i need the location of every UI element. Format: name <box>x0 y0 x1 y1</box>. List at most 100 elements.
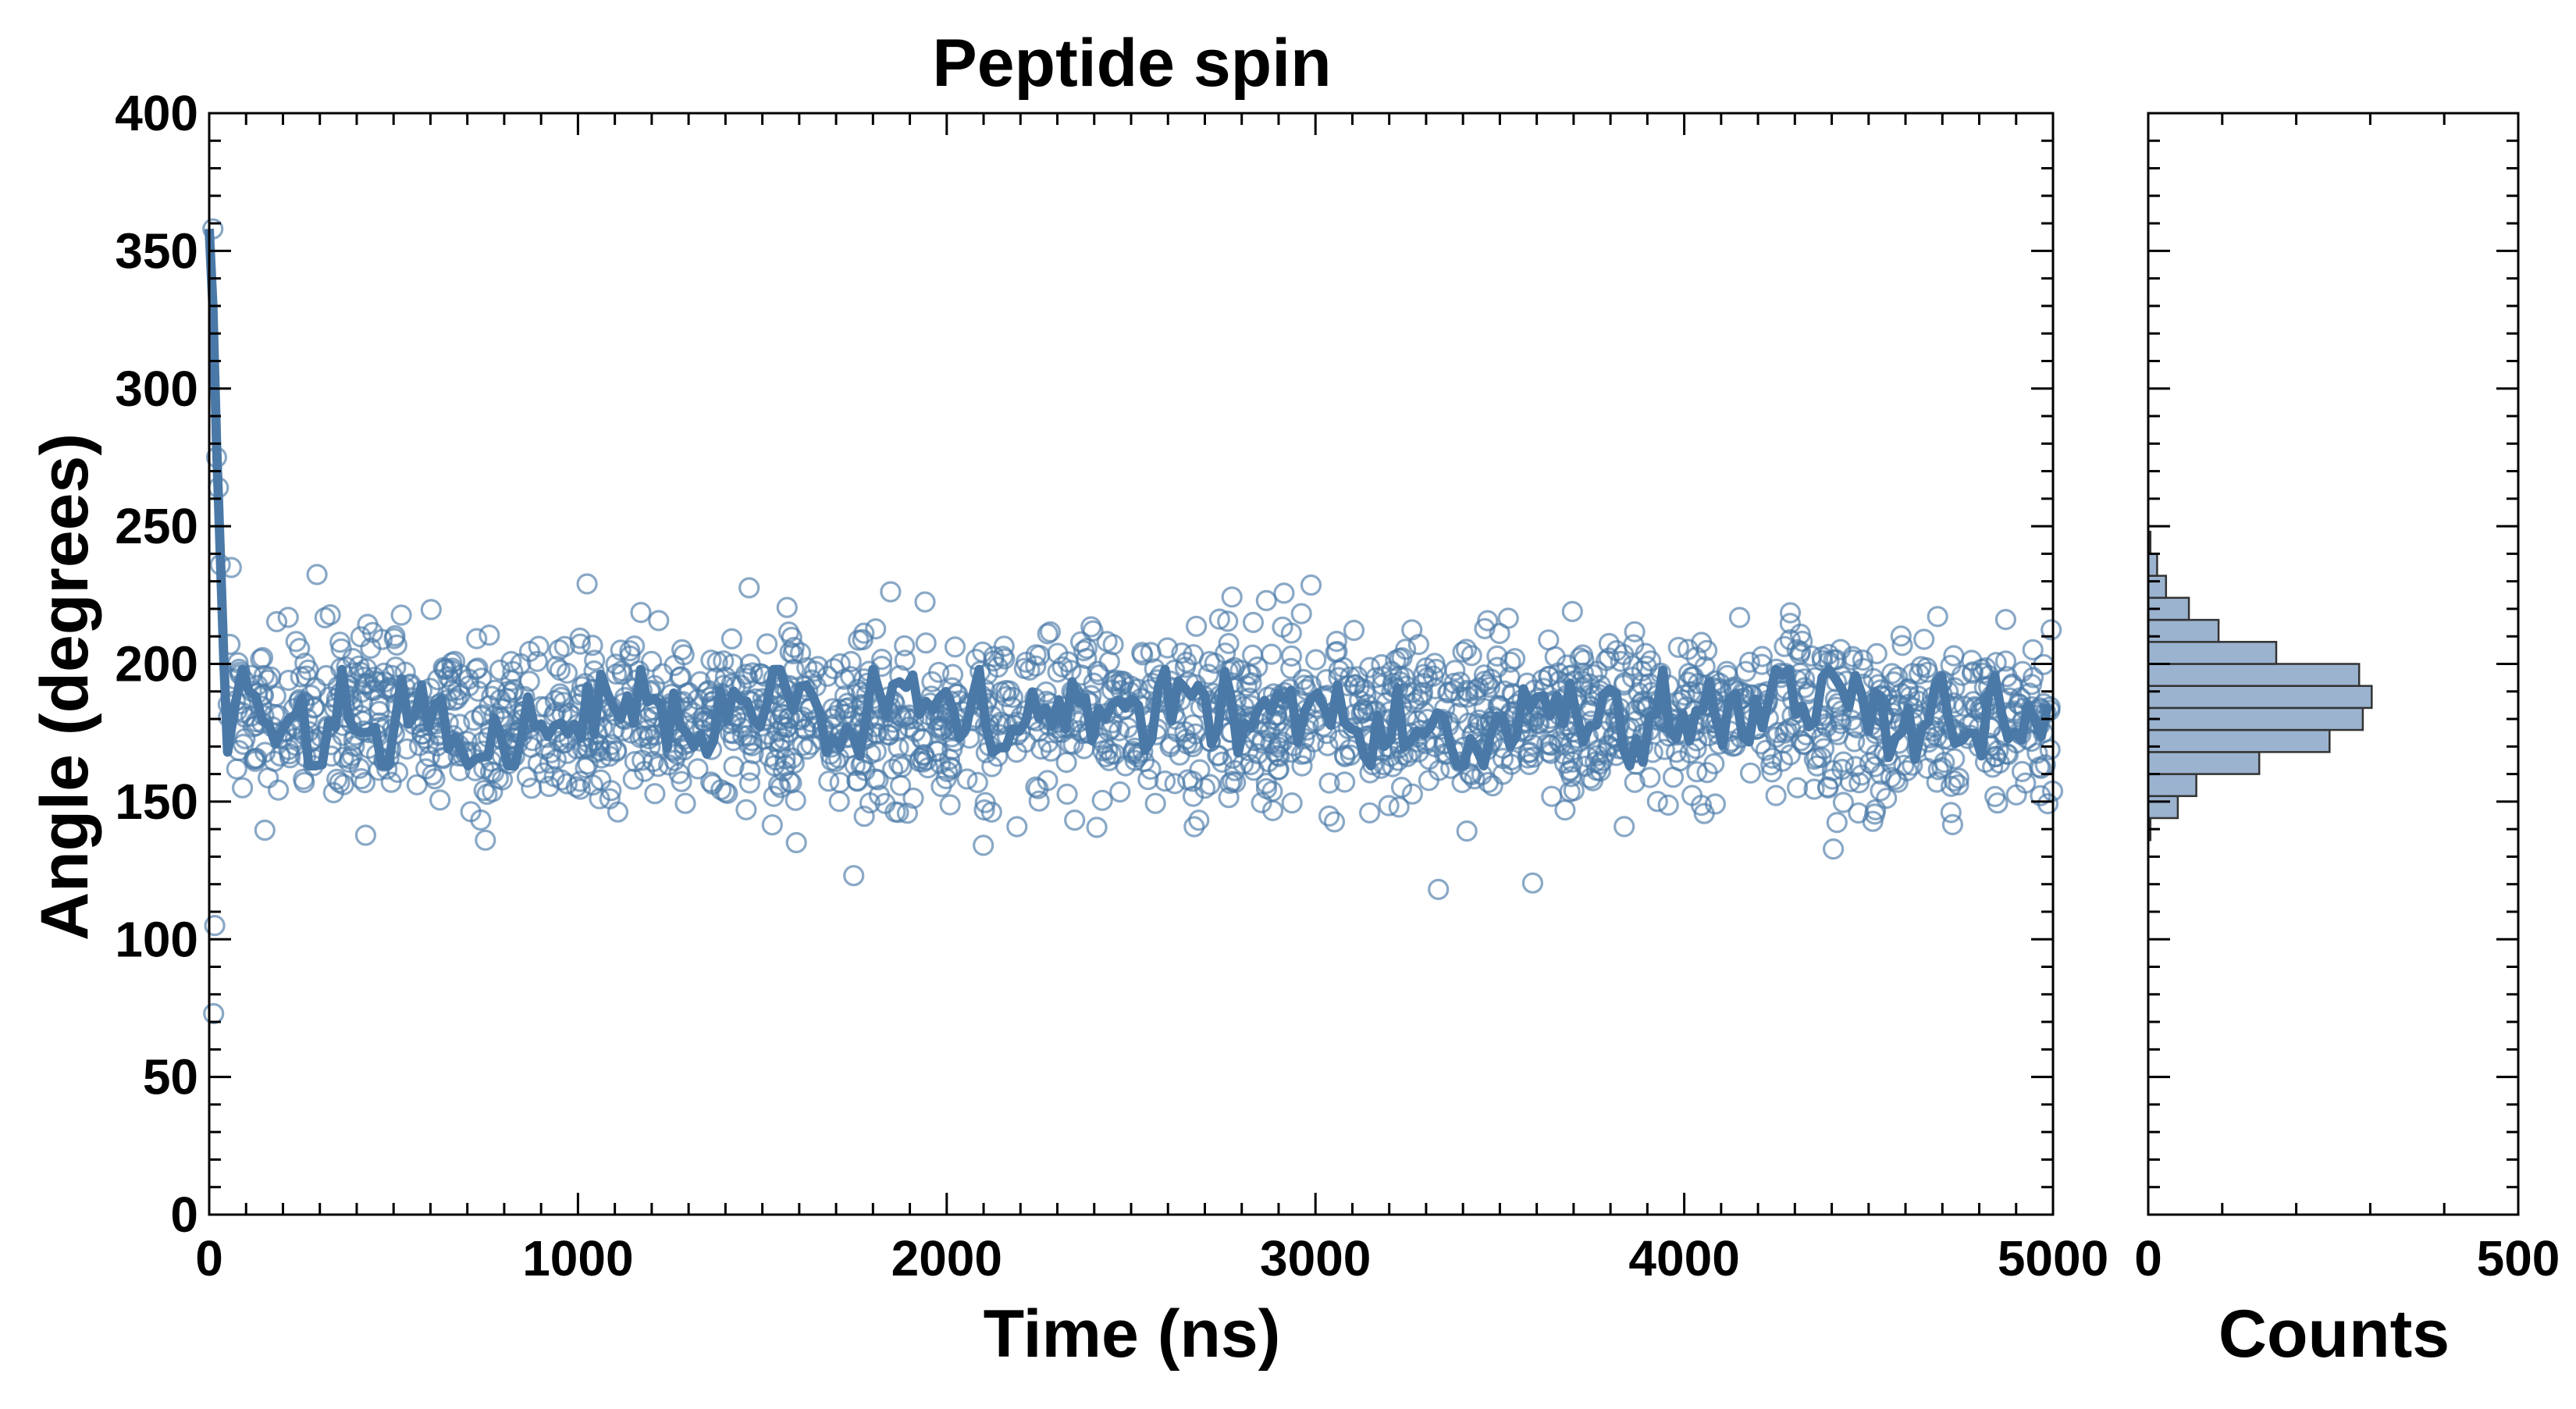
scatter-point <box>254 819 276 841</box>
scatter-point <box>738 772 761 794</box>
scatter-point <box>792 735 813 756</box>
scatter-point <box>1102 634 1124 656</box>
scatter-point <box>829 653 851 675</box>
scatter-point <box>268 779 290 801</box>
scatter-point <box>1025 776 1047 798</box>
scatter-point <box>569 627 591 649</box>
scatter-point <box>735 799 757 820</box>
scatter-point <box>1407 633 1430 656</box>
histogram-bar <box>2147 795 2179 820</box>
scatter-point <box>278 669 300 692</box>
scatter-point <box>843 865 865 887</box>
scatter-point <box>1690 794 1713 817</box>
scatter-point <box>1497 607 1519 629</box>
scatter-point <box>1696 639 1718 661</box>
histogram-bar <box>2147 663 2361 687</box>
scatter-point <box>894 635 916 656</box>
scatter-point <box>447 679 469 701</box>
scatter-point <box>632 725 654 747</box>
histogram-bar <box>2147 685 2373 710</box>
scatter-point <box>373 662 395 684</box>
scatter-point <box>1561 600 1583 623</box>
scatter-point <box>722 653 744 675</box>
scatter-point <box>880 581 902 603</box>
histogram-bar <box>2147 706 2364 731</box>
scatter-point <box>1539 665 1560 688</box>
scatter-point <box>315 664 337 687</box>
scatter-point <box>380 771 402 793</box>
scatter-point <box>1554 799 1576 821</box>
scatter-point <box>1387 749 1409 771</box>
scatter-point <box>441 657 463 679</box>
scatter-point <box>589 788 610 809</box>
scatter-point <box>1589 760 1611 782</box>
scatter-point <box>326 768 348 791</box>
scatter-point <box>930 775 952 798</box>
scatter-point <box>1577 746 1599 768</box>
scatter-point <box>828 790 850 813</box>
scatter-point <box>1403 692 1425 714</box>
scatter-point <box>1333 744 1356 767</box>
scatter-point <box>1333 771 1356 793</box>
scatter-point <box>1164 773 1186 795</box>
scatter-point <box>420 599 442 621</box>
scatter-point <box>776 716 798 738</box>
scatter-point <box>2005 784 2027 806</box>
scatter-point <box>357 614 379 635</box>
scatter-point <box>1703 753 1725 775</box>
scatter-point <box>322 781 344 804</box>
scatter-point <box>1940 802 1962 824</box>
scatter-point <box>1073 639 1095 662</box>
scatter-point <box>864 768 886 790</box>
scatter-point <box>1881 663 1903 685</box>
scatter-point <box>2039 738 2061 761</box>
scatter-point <box>1951 664 1973 686</box>
scatter-point <box>1765 785 1787 806</box>
scatter-point <box>1522 734 1544 756</box>
scatter-point <box>1183 644 1204 666</box>
scatter-point <box>526 650 548 672</box>
scatter-point <box>1624 621 1646 642</box>
scatter-point <box>1144 792 1166 814</box>
scatter-point <box>1358 656 1381 678</box>
scatter-point <box>993 635 1015 657</box>
scatter-point <box>582 774 604 796</box>
scatter-point <box>1240 672 1262 694</box>
scatter-point <box>226 758 247 780</box>
scatter-point <box>1774 635 1795 657</box>
scatter-point <box>565 776 587 798</box>
scatter-point <box>1460 763 1482 786</box>
scatter-point <box>1411 685 1433 706</box>
histogram-bar <box>2147 728 2331 753</box>
scatter-point <box>1317 735 1339 756</box>
scatter-point <box>432 746 454 768</box>
scatter-point <box>702 773 724 795</box>
scatter-point <box>390 604 412 626</box>
scatter-point <box>990 681 1012 703</box>
scatter-point <box>368 700 390 723</box>
scatter-point <box>1184 723 1207 745</box>
y-tick-label: 150 <box>115 774 198 830</box>
scatter-point <box>973 799 995 821</box>
histogram-bar <box>2147 773 2197 798</box>
scatter-point <box>491 769 514 791</box>
scatter-point <box>1500 651 1521 673</box>
scatter-point <box>1887 771 1909 793</box>
scatter-point <box>853 806 875 827</box>
histogram-bar <box>2147 751 2261 775</box>
scatter-point <box>671 639 693 661</box>
scatter-point <box>1806 746 1827 769</box>
scatter-point <box>289 638 311 660</box>
scatter-point <box>306 564 328 585</box>
scatter-point <box>995 685 1017 708</box>
scatter-point <box>941 758 962 780</box>
scatter-point <box>1261 643 1283 665</box>
scatter-point <box>1876 787 1898 809</box>
scatter-point <box>1571 644 1594 666</box>
y-axis-label: Angle (degrees) <box>27 433 102 941</box>
scatter-point <box>829 771 851 794</box>
x-tick-label: 5000 <box>1998 1230 2108 1286</box>
scatter-point <box>1870 763 1892 785</box>
scatter-point <box>544 689 567 712</box>
